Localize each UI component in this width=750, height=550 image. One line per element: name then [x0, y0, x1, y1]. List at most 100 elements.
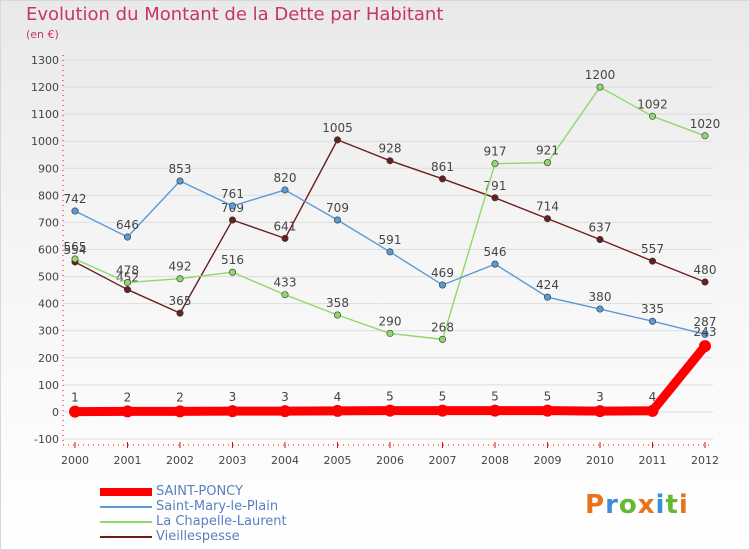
- legend-label-saint-poncy: SAINT-PONCY: [156, 484, 243, 499]
- data-point-saint-mary-le-plain: [491, 260, 499, 268]
- data-label-la-chapelle-laurent: 268: [431, 320, 454, 334]
- legend-swatch-saint-mary-le-plain: [100, 506, 152, 508]
- data-point-vieillespesse: [229, 216, 237, 224]
- data-point-vieillespesse: [333, 136, 341, 144]
- data-label-saint-mary-le-plain: 335: [641, 302, 664, 316]
- data-point-la-chapelle-laurent: [333, 311, 341, 319]
- data-label-la-chapelle-laurent: 516: [221, 253, 244, 267]
- data-point-saint-mary-le-plain: [543, 293, 551, 301]
- data-point-saint-mary-le-plain: [333, 216, 341, 224]
- x-tick-label: 2002: [166, 454, 194, 467]
- data-point-vieillespesse: [491, 194, 499, 202]
- data-point-saint-poncy: [226, 405, 239, 418]
- data-label-la-chapelle-laurent: 1092: [637, 97, 668, 111]
- data-point-vieillespesse: [438, 175, 446, 183]
- logo-letter: r: [605, 490, 619, 520]
- data-label-la-chapelle-laurent: 492: [169, 260, 192, 274]
- series-line-saint-mary-le-plain: [74, 180, 706, 335]
- data-point-saint-poncy: [174, 405, 186, 418]
- data-label-saint-poncy: 1: [71, 391, 79, 405]
- y-tick-label: 1000: [31, 135, 59, 148]
- y-tick-label: 400: [38, 298, 59, 311]
- data-label-vieillespesse: 365: [169, 294, 192, 308]
- data-point-saint-poncy: [436, 404, 449, 417]
- y-tick-label: 500: [38, 271, 59, 284]
- data-point-la-chapelle-laurent: [701, 132, 709, 140]
- data-label-saint-mary-le-plain: 424: [536, 278, 559, 292]
- data-label-saint-poncy: 5: [439, 390, 447, 404]
- y-tick-label: 800: [38, 189, 59, 202]
- data-label-saint-poncy: 5: [491, 390, 499, 404]
- legend-label-saint-mary-le-plain: Saint-Mary-le-Plain: [156, 499, 279, 514]
- y-tick-label: 600: [38, 244, 59, 257]
- data-point-vieillespesse: [648, 257, 656, 265]
- data-point-vieillespesse: [386, 157, 394, 165]
- legend-swatch-saint-poncy: [100, 488, 152, 496]
- data-label-saint-poncy: 3: [596, 390, 604, 404]
- data-label-la-chapelle-laurent: 290: [379, 314, 402, 328]
- y-tick-label: 1300: [31, 54, 59, 67]
- x-tick-label: 2005: [324, 454, 352, 467]
- data-label-saint-poncy: 5: [544, 390, 552, 404]
- logo-letter: i: [655, 490, 666, 520]
- x-tick-label: 2007: [429, 454, 457, 467]
- data-label-vieillespesse: 637: [589, 220, 612, 234]
- x-tick-label: 2000: [61, 454, 89, 467]
- logo-letter: i: [678, 490, 689, 520]
- data-point-saint-mary-le-plain: [71, 207, 79, 215]
- data-label-vieillespesse: 557: [641, 242, 664, 256]
- data-label-saint-mary-le-plain: 380: [589, 290, 612, 304]
- data-label-saint-poncy: 3: [229, 390, 237, 404]
- data-label-la-chapelle-laurent: 478: [116, 264, 139, 278]
- proxiti-logo: Proxiti: [585, 490, 689, 520]
- data-label-saint-mary-le-plain: 546: [484, 245, 507, 259]
- data-label-la-chapelle-laurent: 433: [274, 276, 297, 290]
- data-point-saint-mary-le-plain: [648, 317, 656, 325]
- y-tick-label: 1200: [31, 81, 59, 94]
- x-tick-label: 2009: [534, 454, 562, 467]
- data-point-saint-poncy: [646, 404, 659, 417]
- data-point-la-chapelle-laurent: [281, 291, 289, 299]
- x-tick-label: 2003: [219, 454, 247, 467]
- data-label-saint-mary-le-plain: 761: [221, 187, 244, 201]
- data-point-saint-poncy: [69, 405, 81, 418]
- data-label-saint-poncy: 4: [649, 390, 657, 404]
- logo-letter: x: [637, 490, 656, 520]
- data-point-la-chapelle-laurent: [176, 275, 184, 283]
- y-tick-label: 300: [38, 325, 59, 338]
- y-tick-label: 200: [38, 352, 59, 365]
- data-label-vieillespesse: 554: [64, 243, 87, 257]
- data-point-la-chapelle-laurent: [648, 112, 656, 120]
- data-label-saint-poncy: 3: [281, 390, 289, 404]
- data-label-saint-poncy: 2: [176, 390, 184, 404]
- data-point-vieillespesse: [124, 286, 132, 294]
- x-tick-label: 2011: [639, 454, 667, 467]
- data-point-la-chapelle-laurent: [386, 329, 394, 337]
- data-label-saint-mary-le-plain: 709: [326, 201, 349, 215]
- data-point-saint-mary-le-plain: [438, 281, 446, 289]
- data-point-saint-poncy: [384, 404, 396, 417]
- y-tick-label: 100: [38, 379, 59, 392]
- data-label-saint-mary-le-plain: 469: [431, 266, 454, 280]
- data-label-vieillespesse: 861: [431, 160, 454, 174]
- legend-label-la-chapelle-laurent: La Chapelle-Laurent: [156, 514, 287, 529]
- series-saint-mary-le-plain: 742 646 853 761 820 709 591 469 546 424 380 335 287: [64, 162, 716, 338]
- data-point-saint-mary-le-plain: [701, 330, 709, 338]
- legend-swatch-la-chapelle-laurent: [100, 521, 152, 523]
- data-point-saint-mary-le-plain: [176, 177, 184, 185]
- data-label-vieillespesse: 480: [694, 263, 717, 277]
- y-tick-label: 1100: [31, 108, 59, 121]
- data-point-la-chapelle-laurent: [71, 255, 79, 263]
- data-label-la-chapelle-laurent: 1200: [585, 68, 616, 82]
- series-la-chapelle-laurent: 565 478 492 516 433 358 290 268 917 921 1200 1092 10…: [64, 68, 721, 343]
- data-label-saint-poncy: 243: [694, 325, 717, 339]
- data-point-saint-mary-le-plain: [281, 186, 289, 194]
- data-label-la-chapelle-laurent: 1020: [690, 117, 721, 131]
- data-point-la-chapelle-laurent: [596, 83, 604, 91]
- data-label-vieillespesse: 928: [379, 142, 402, 156]
- legend-label-vieillespesse: Vieillespesse: [156, 529, 240, 544]
- chart-title: Evolution du Montant de la Dette par Hab…: [26, 4, 444, 25]
- data-point-vieillespesse: [701, 278, 709, 286]
- x-tick-label: 2010: [586, 454, 614, 467]
- logo-letter: o: [618, 490, 638, 520]
